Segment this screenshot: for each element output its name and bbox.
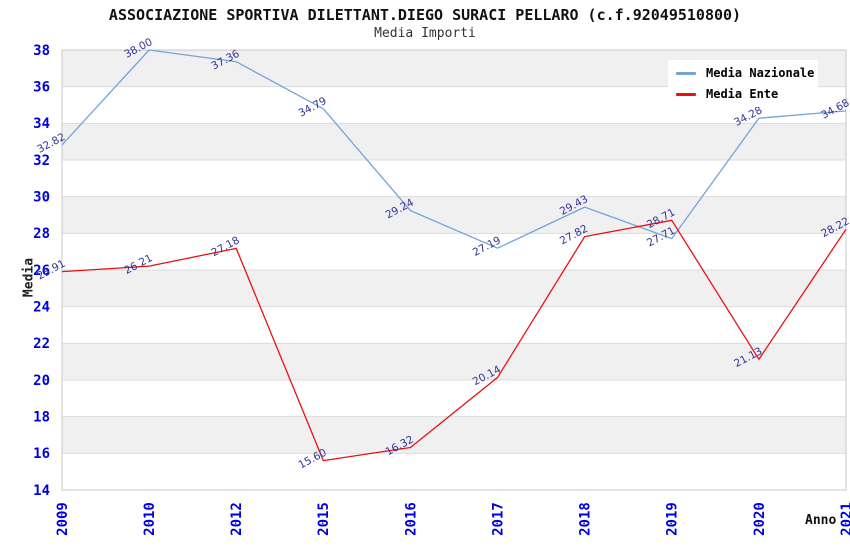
data-point-label: 34.79 — [297, 95, 329, 120]
x-tick-label: 2016 — [403, 502, 419, 536]
plot-border — [61, 49, 847, 491]
y-tick-label: 18 — [33, 410, 50, 426]
x-tick-label: 2021 — [839, 502, 850, 536]
plot-band — [62, 123, 846, 160]
legend-swatch-red-line-icon — [676, 92, 696, 96]
y-tick-label: 26 — [33, 263, 50, 279]
series-line — [61, 219, 847, 462]
legend-item-media-nazionale: Media Nazionale — [676, 66, 814, 80]
x-tick-label: 2020 — [752, 502, 768, 536]
y-tick-label: 34 — [33, 116, 50, 132]
y-tick-label: 24 — [33, 300, 50, 316]
chart-title: ASSOCIAZIONE SPORTIVA DILETTANT.DIEGO SU… — [108, 6, 742, 24]
y-tick-label: 22 — [33, 336, 50, 352]
y-tick-label: 14 — [33, 483, 50, 499]
legend-label-media-ente: Media Ente — [706, 87, 779, 101]
x-tick-label: 2015 — [316, 502, 332, 536]
legend-label-media-nazionale: Media Nazionale — [706, 66, 815, 80]
x-tick-label: 2019 — [665, 502, 681, 536]
plot-band — [62, 416, 846, 454]
legend-item-media-ente: Media Ente — [676, 87, 810, 101]
plot-band — [62, 196, 846, 234]
data-point-label: 34.68 — [819, 97, 850, 122]
plot-band — [62, 270, 846, 307]
data-point-label: 27.19 — [471, 234, 503, 259]
x-tick-label: 2017 — [490, 502, 506, 536]
y-tick-label: 16 — [33, 446, 50, 462]
y-tick-label: 36 — [33, 80, 50, 96]
legend-swatch-blue-line-icon — [676, 71, 696, 75]
plot-band — [62, 343, 846, 380]
x-tick-label: 2010 — [142, 502, 158, 536]
series-line — [61, 49, 847, 249]
x-tick-label: 2018 — [578, 502, 594, 536]
y-tick-label: 32 — [33, 153, 50, 169]
y-tick-label: 38 — [33, 43, 50, 59]
x-axis-title: Anno — [805, 513, 837, 528]
y-tick-label: 20 — [33, 373, 50, 389]
x-tick-label: 2009 — [55, 502, 71, 536]
data-point-label: 27.18 — [209, 234, 241, 259]
chart-subtitle: Media Importi — [374, 26, 476, 41]
y-tick-label: 28 — [33, 226, 50, 242]
legend: Media Nazionale Media Ente — [668, 60, 818, 107]
y-tick-label: 30 — [33, 190, 50, 206]
x-tick-label: 2012 — [229, 502, 245, 536]
